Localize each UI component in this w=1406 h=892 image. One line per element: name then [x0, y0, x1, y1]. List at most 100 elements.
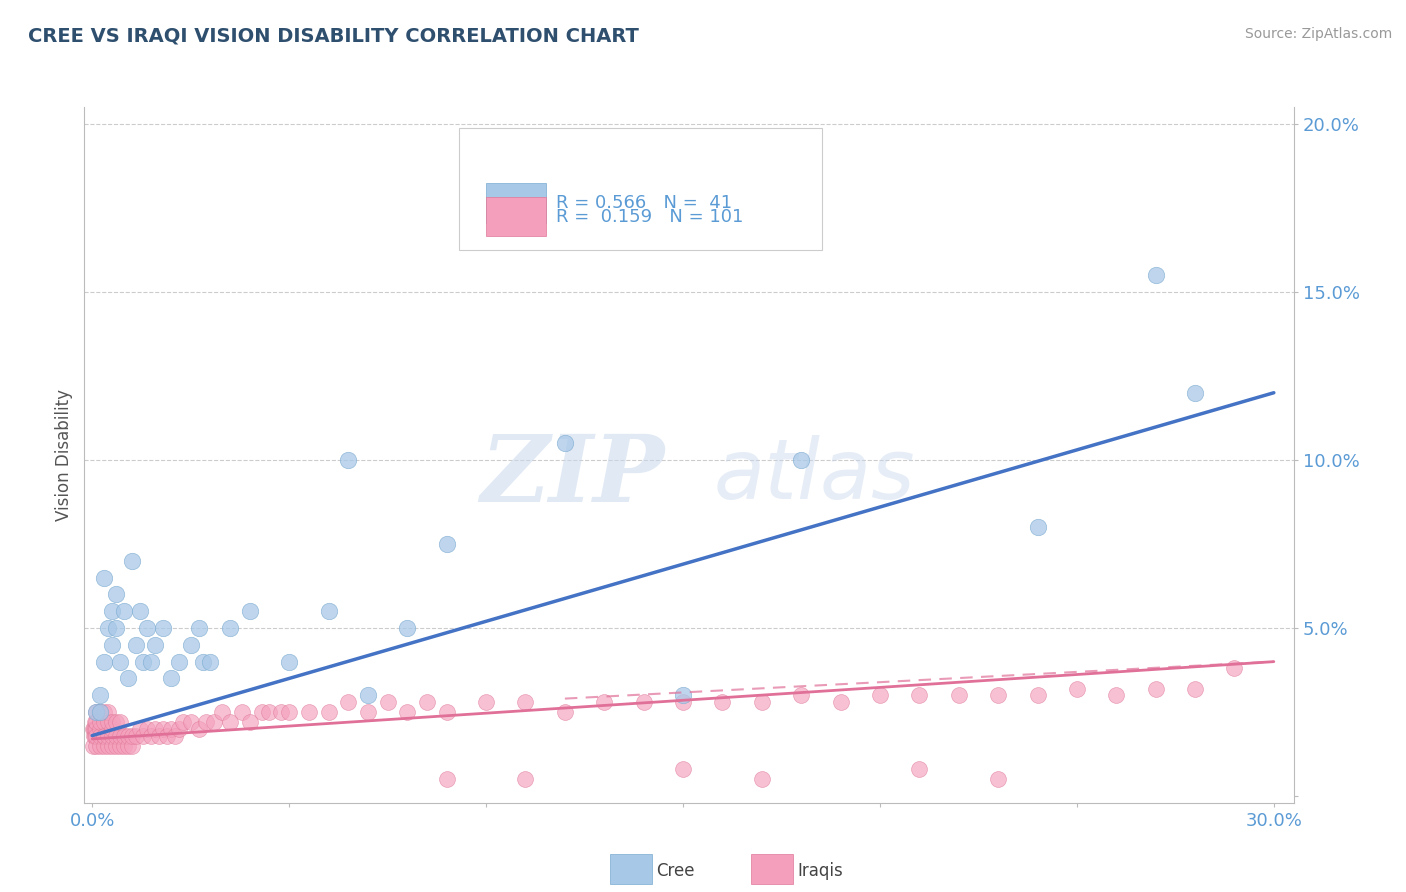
Point: [219, 621, 242, 635]
Point: [143, 638, 166, 652]
Point: [1026, 520, 1049, 534]
Point: [278, 705, 301, 719]
Point: [83, 722, 105, 736]
Point: [97, 705, 120, 719]
FancyBboxPatch shape: [486, 183, 547, 222]
Point: [357, 688, 380, 702]
Point: [436, 772, 458, 787]
Point: [672, 688, 695, 702]
Point: [987, 688, 1010, 702]
Point: [672, 762, 695, 776]
Point: [436, 705, 458, 719]
Point: [84, 705, 107, 719]
Point: [141, 655, 163, 669]
Point: [89, 722, 111, 736]
Point: [124, 729, 146, 743]
Point: [167, 722, 190, 736]
Text: R = 0.566   N =  41: R = 0.566 N = 41: [555, 194, 733, 211]
Point: [396, 621, 419, 635]
Point: [987, 772, 1010, 787]
Point: [1184, 385, 1206, 400]
Point: [97, 715, 120, 730]
Point: [101, 604, 124, 618]
Point: [143, 722, 166, 736]
Point: [104, 587, 127, 601]
Y-axis label: Vision Disability: Vision Disability: [55, 389, 73, 521]
Point: [84, 715, 107, 730]
Point: [97, 729, 120, 743]
Point: [167, 655, 190, 669]
Point: [93, 739, 115, 753]
Text: Iraqis: Iraqis: [797, 863, 844, 880]
Point: [180, 638, 202, 652]
Point: [89, 688, 111, 702]
Point: [104, 621, 127, 635]
Point: [108, 715, 131, 730]
Point: [191, 655, 214, 669]
Point: [93, 571, 115, 585]
Point: [239, 604, 262, 618]
Point: [200, 655, 222, 669]
Point: [132, 729, 155, 743]
Point: [475, 695, 498, 709]
Text: atlas: atlas: [713, 435, 915, 516]
FancyBboxPatch shape: [486, 197, 547, 236]
Point: [93, 705, 115, 719]
Point: [101, 722, 124, 736]
Point: [84, 729, 107, 743]
Point: [593, 695, 616, 709]
Point: [515, 695, 537, 709]
Point: [396, 705, 419, 719]
Point: [136, 621, 159, 635]
Point: [82, 722, 104, 736]
Point: [101, 638, 124, 652]
Point: [187, 621, 209, 635]
Point: [270, 705, 292, 719]
Point: [128, 604, 150, 618]
Point: [112, 739, 135, 753]
Point: [83, 715, 105, 730]
Point: [357, 705, 380, 719]
Point: [187, 722, 209, 736]
Point: [117, 739, 139, 753]
Point: [93, 715, 115, 730]
Point: [84, 739, 107, 753]
Point: [318, 705, 340, 719]
Point: [148, 729, 170, 743]
Point: [416, 695, 439, 709]
Point: [84, 729, 107, 743]
Point: [93, 729, 115, 743]
Point: [672, 695, 695, 709]
Text: CREE VS IRAQI VISION DISABILITY CORRELATION CHART: CREE VS IRAQI VISION DISABILITY CORRELAT…: [28, 27, 638, 45]
Point: [121, 729, 143, 743]
Point: [1066, 681, 1088, 696]
Point: [163, 729, 186, 743]
Point: [124, 638, 146, 652]
Point: [84, 722, 107, 736]
Point: [1223, 661, 1246, 675]
Point: [278, 655, 301, 669]
Point: [172, 715, 194, 730]
Point: [156, 729, 179, 743]
Point: [83, 729, 105, 743]
FancyBboxPatch shape: [460, 128, 823, 250]
Point: [790, 688, 813, 702]
Point: [89, 739, 111, 753]
Point: [318, 604, 340, 618]
Text: R =  0.159   N = 101: R = 0.159 N = 101: [555, 208, 744, 226]
Point: [84, 705, 107, 719]
Point: [337, 453, 360, 467]
Point: [231, 705, 253, 719]
Point: [554, 705, 576, 719]
Point: [128, 722, 150, 736]
Point: [202, 715, 225, 730]
Point: [97, 621, 120, 635]
Point: [377, 695, 399, 709]
Point: [436, 537, 458, 551]
Point: [89, 705, 111, 719]
Point: [89, 705, 111, 719]
Point: [121, 554, 143, 568]
Point: [136, 722, 159, 736]
Point: [93, 729, 115, 743]
Point: [1144, 268, 1167, 282]
